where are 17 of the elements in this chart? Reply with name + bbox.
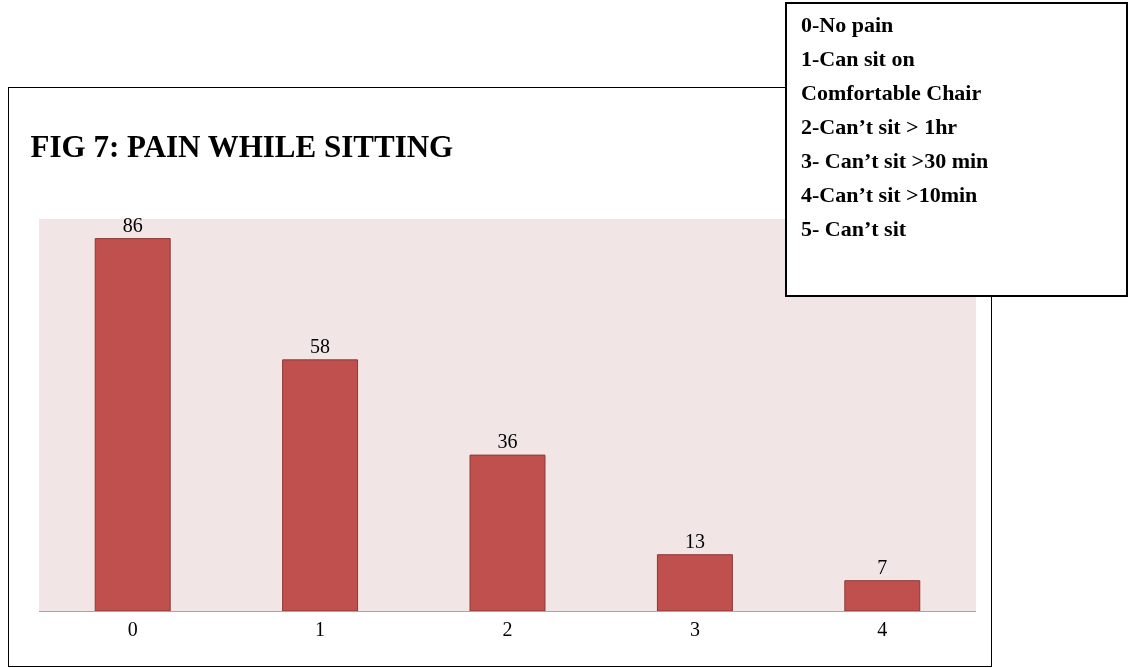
bar: [469, 454, 546, 611]
x-tick-label: 4: [877, 618, 888, 640]
data-label: 86: [122, 213, 143, 236]
bar: [282, 359, 359, 611]
data-label: 36: [497, 430, 518, 453]
data-label: 13: [684, 529, 705, 552]
x-tick-label: 0: [127, 618, 138, 640]
x-tick-label: 3: [689, 618, 700, 640]
data-label: 7: [877, 555, 888, 578]
text-box: 0-No pain 1-Can sit on Comfortable Chair 2-Can’t sit > 1hr 3- Can’t sit >30 min 4-Can’t sit >10min 5- Can’t sit: [785, 2, 1128, 297]
bar: [94, 238, 171, 611]
x-tick-label: 2: [502, 618, 513, 640]
chart-title: FIG 7: PAIN WHILE SITTING: [30, 128, 454, 164]
x-tick-label: 1: [315, 618, 326, 640]
bar: [656, 554, 733, 611]
data-label: 58: [310, 334, 331, 357]
bar: [844, 580, 921, 611]
